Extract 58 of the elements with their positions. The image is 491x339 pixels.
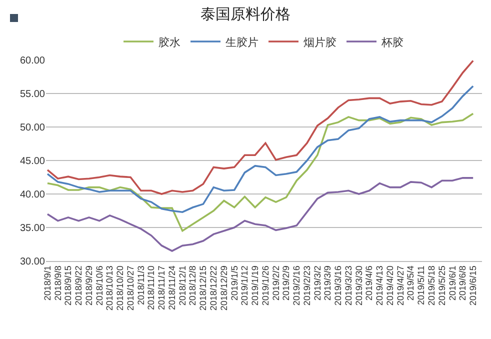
y-tick-label: 40.00: [20, 190, 46, 200]
legend-label: 烟片胶: [304, 36, 336, 49]
x-tick-label: 2019/6/15: [468, 266, 478, 306]
x-tick-label: 2018/9/8: [52, 266, 63, 301]
x-tick-label: 2019/4/27: [395, 266, 406, 306]
y-tick-label: 45.00: [20, 156, 46, 167]
x-tick-label: 2019/3/30: [354, 266, 364, 306]
line-series: [46, 112, 474, 232]
x-tick-label: 2018/12/8: [188, 266, 198, 306]
x-tick-label: 2019/3/2: [312, 266, 322, 301]
x-tick-label: 2018/10/6: [94, 266, 104, 306]
x-tick-label: 2019/1/19: [250, 266, 260, 306]
x-tick-label: 2019/3/16: [333, 266, 344, 306]
x-tick-label: 2019/4/13: [374, 266, 385, 306]
x-tick-label: 2018/12/15: [198, 266, 208, 311]
legend-label: 生胶片: [226, 36, 258, 49]
x-tick-label: 2018/12/29: [218, 266, 229, 311]
x-tick-label: 2019/2/16: [292, 266, 302, 306]
x-tick-label: 2019/6/8: [458, 266, 468, 301]
x-tick-label: 2018/9/22: [74, 266, 84, 306]
legend-label: 杯胶: [380, 36, 404, 49]
x-tick-label: 2019/4/6: [364, 266, 374, 301]
x-tick-label: 2018/10/13: [104, 266, 115, 311]
x-tick-label: 2018/11/10: [146, 266, 156, 310]
x-tick-label: 2018/11/17: [156, 266, 167, 310]
x-tick-label: 2018/12/22: [208, 266, 219, 311]
legend-label: 胶水: [158, 36, 180, 49]
x-tick-label: 2019/2/23: [302, 266, 312, 306]
x-tick-label: 2019/5/25: [436, 266, 447, 306]
x-tick-label: 2019/3/9: [322, 266, 333, 301]
x-tick-label: 2019/6/1: [447, 266, 458, 301]
line-series: [46, 85, 474, 213]
y-tick-label: 55.00: [20, 89, 46, 100]
x-tick-label: 2019/1/12: [240, 266, 250, 306]
x-tick-label: 2018/11/24: [166, 266, 177, 310]
x-tick-label: 2019/1/5: [229, 266, 240, 301]
x-tick-label: 2019/2/9: [281, 266, 292, 301]
x-tick-label: 2018/9/1: [42, 266, 52, 301]
x-tick-label: 2019/1/26: [260, 266, 270, 306]
x-tick-label: 2019/4/20: [384, 266, 395, 306]
chart-title: 泰国原料价格: [200, 6, 290, 23]
x-tick-label: 2019/5/4: [406, 266, 416, 301]
y-tick-label: 30.00: [20, 256, 46, 268]
x-tick-label: 2018/10/27: [125, 266, 136, 311]
x-tick-label: 2018/9/15: [63, 266, 74, 306]
y-tick-label: 35.00: [20, 223, 46, 234]
x-tick-label: 2018/12/1: [177, 266, 188, 306]
y-tick-label: 50.00: [20, 122, 46, 134]
x-tick-label: 2019/5/11: [416, 266, 426, 305]
x-tick-label: 2018/9/29: [84, 266, 94, 306]
x-tick-label: 2019/3/23: [343, 266, 354, 306]
x-tick-label: 2018/11/3: [136, 266, 146, 305]
x-tick-label: 2019/5/18: [426, 266, 437, 306]
line-series: [46, 177, 474, 252]
x-tick-label: 2018/10/20: [115, 266, 126, 311]
line-series: [46, 60, 474, 195]
y-tick-label: 60.00: [20, 56, 46, 66]
x-tick-label: 2019/2/2: [270, 266, 281, 301]
